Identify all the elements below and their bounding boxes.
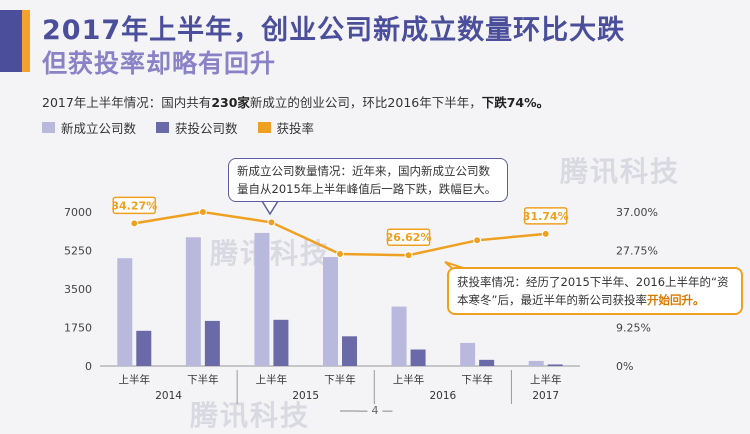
bar-new-companies [254,232,270,366]
x-tick-label: 下半年 [187,373,219,386]
rate-point [198,208,207,216]
title-accent-stripe [22,10,30,72]
x-year-label: 2016 [429,390,456,402]
rate-point [404,251,413,260]
y-right-tick-label: 27.75% [616,245,658,258]
bar-funded-companies [342,336,357,366]
page-subtitle: 但获投率却略有回升 [42,49,277,78]
callout-quantity-pointer [260,200,280,216]
y-right-tick-label: 37.00% [616,206,658,219]
title-accent-bar [0,10,22,72]
x-tick-label: 上半年 [393,373,425,386]
callout-rate-highlight: 开始回升。 [646,293,705,307]
bar-funded-companies [547,364,563,366]
summary-drop: 下跌74%。 [481,95,550,110]
legend-label-rate: 获投率 [276,121,315,136]
bar-funded-companies [479,359,495,366]
x-tick-label: 上半年 [256,373,288,386]
page-number: — 4 — [357,404,393,417]
legend-item-funded: 获投公司数 [156,118,238,137]
summary-prefix: 2017年上半年情况：国内共有 [42,95,212,110]
summary-middle: 新成立的创业公司，环比2016年下半年， [249,95,482,110]
rate-label-box [112,196,157,215]
callout-quantity: 新成立公司数量情况：近年来，国内新成立公司数量自从2015年上半年峰值后一路下跌… [228,158,508,202]
rate-point [473,236,482,245]
bar-new-companies [323,257,338,366]
y-left-tick-label: 1750 [64,322,92,335]
bar-new-companies [528,360,544,366]
bar-new-companies [460,342,476,366]
bar-new-companies [117,258,133,366]
bar-funded-companies [204,320,220,366]
summary-count: 230家 [211,95,250,110]
bar-new-companies [185,237,201,366]
legend-swatch-funded [156,122,170,133]
rate-label-box [386,228,431,246]
chart-canvas: 7000 5250 3500 1750 0 37.00% 27.75% 9.25% 0% 上半年 下… [64,196,658,412]
bar-funded-companies [410,349,426,366]
y-left-tick-label: 5250 [64,245,92,258]
y-right-tick-label: 9.25% [616,322,651,335]
x-tick-label: 上半年 [119,373,151,386]
x-year-label: 2015 [292,390,319,402]
rate-data-label: 31.74% [523,210,569,223]
bar-funded-companies [273,319,289,366]
legend-swatch-rate [257,122,271,133]
watermark-top: 腾讯科技 [560,155,681,188]
y-left-tick-label: 7000 [64,206,92,219]
legend-item-rate: 获投率 [257,118,315,137]
y-right-tick-label: 0% [616,360,633,373]
bar-new-companies [391,306,407,366]
rate-point [336,250,344,259]
rate-data-label: 26.62% [386,231,432,244]
callout-rate-text: 获投率情况：经历了2015下半年、2016上半年的“资本寒冬”后，最近半年的新公… [457,275,729,307]
callout-rate: 获投率情况：经历了2015下半年、2016上半年的“资本寒冬”后，最近半年的新公… [447,267,743,315]
legend-label-new: 新成立公司数 [61,121,137,136]
x-year-label: 2014 [155,390,182,402]
x-year-label: 2017 [532,390,559,402]
summary-text: 2017年上半年情况：国内共有230家新成立的创业公司，环比2016年下半年，下… [42,92,549,111]
page-title: 2017年上半年，创业公司新成立数量环比大跌 [42,15,626,46]
bar-funded-companies [136,330,152,366]
rate-label-box [523,207,568,225]
legend-swatch-new [42,122,55,133]
rate-data-label: 34.27% [111,199,157,212]
x-tick-label: 下半年 [461,373,493,386]
legend-item-new: 新成立公司数 [42,118,136,137]
x-tick-label: 下半年 [324,373,356,386]
rate-point [541,229,550,238]
y-left-tick-label: 3500 [64,283,92,296]
rate-point [130,219,139,228]
legend-label-funded: 获投公司数 [175,121,238,136]
rate-point [267,218,276,227]
chart-legend: 新成立公司数 获投公司数 获投率 [42,118,314,137]
y-left-tick-label: 0 [85,360,92,373]
x-tick-label: 上半年 [530,373,562,386]
